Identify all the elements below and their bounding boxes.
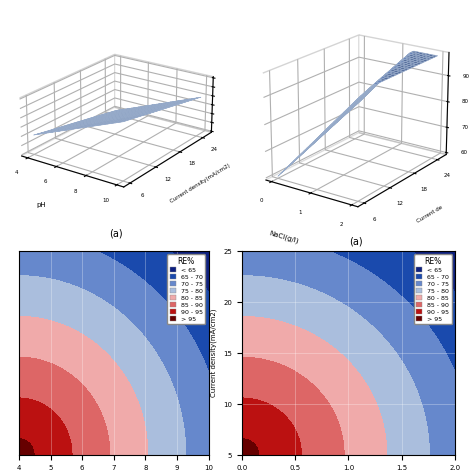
Legend: < 65, 65 - 70, 70 - 75, 75 - 80, 80 - 85, 85 - 90, 90 - 95, > 95: < 65, 65 - 70, 70 - 75, 75 - 80, 80 - 85… bbox=[414, 255, 452, 324]
Text: (a): (a) bbox=[349, 237, 362, 247]
Y-axis label: Current density(mA/cm2): Current density(mA/cm2) bbox=[211, 309, 218, 397]
Y-axis label: Current de: Current de bbox=[416, 204, 443, 224]
X-axis label: pH: pH bbox=[36, 202, 46, 208]
Y-axis label: Current density(mA/cm2): Current density(mA/cm2) bbox=[170, 163, 231, 204]
Text: (a): (a) bbox=[109, 229, 123, 239]
Legend: < 65, 65 - 70, 70 - 75, 75 - 80, 80 - 85, 85 - 90, 90 - 95, > 95: < 65, 65 - 70, 70 - 75, 75 - 80, 80 - 85… bbox=[167, 255, 205, 324]
X-axis label: NaCl(g/l): NaCl(g/l) bbox=[268, 230, 299, 245]
